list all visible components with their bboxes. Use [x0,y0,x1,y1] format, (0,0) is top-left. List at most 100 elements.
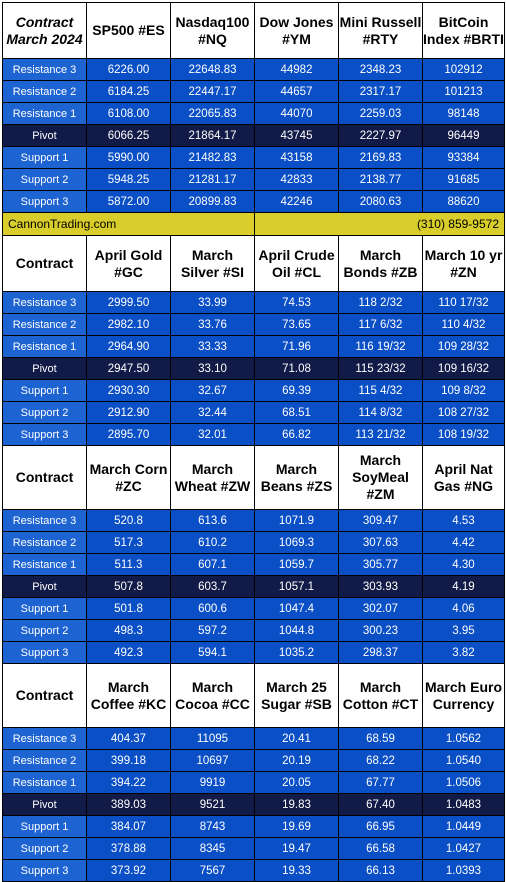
level-row: Support 2 378.88 8345 19.47 66.58 1.0427 [2,837,505,860]
level-label: Support 2 [2,619,87,642]
level-value: 501.8 [86,597,171,620]
level-value: 110 4/32 [422,313,505,336]
level-row: Support 2 498.3 597.2 1044.8 300.23 3.95 [2,619,505,642]
level-value: 115 23/32 [338,357,423,380]
level-value: 11095 [170,727,255,750]
level-row: Support 3 373.92 7567 19.33 66.13 1.0393 [2,859,505,882]
level-row: Resistance 1 394.22 9919 20.05 67.77 1.0506 [2,771,505,794]
pivot-row: Pivot 6066.25 21864.17 43745 2227.97 96449 [2,124,505,147]
level-value: 1.0393 [422,859,505,882]
level-value: 118 2/32 [338,291,423,314]
level-value: 1.0506 [422,771,505,794]
level-label: Support 1 [2,146,87,169]
level-value: 309.47 [338,509,423,532]
level-value: 69.39 [254,379,339,402]
instrument-header-ym: Dow Jones #YM [254,2,339,59]
level-value: 113 21/32 [338,423,423,446]
level-value: 1059.7 [254,553,339,576]
level-row: Resistance 1 6108.00 22065.83 44070 2259.03 9… [2,102,505,125]
level-value: 1044.8 [254,619,339,642]
level-value: 21482.83 [170,146,255,169]
level-value: 5948.25 [86,168,171,191]
level-value: 66.95 [338,815,423,838]
level-value: 511.3 [86,553,171,576]
level-value: 5872.00 [86,190,171,213]
level-row: Resistance 1 2964.90 33.33 71.96 116 19/32 10… [2,335,505,358]
level-value: 607.1 [170,553,255,576]
level-value: 73.65 [254,313,339,336]
level-row: Support 3 2895.70 32.01 66.82 113 21/32 108 1… [2,423,505,446]
level-value: 67.40 [338,793,423,816]
level-value: 98148 [422,102,505,125]
level-value: 389.03 [86,793,171,816]
pivot-row: Pivot 389.03 9521 19.83 67.40 1.0483 [2,793,505,816]
level-label: Resistance 1 [2,771,87,794]
level-value: 2895.70 [86,423,171,446]
level-value: 2138.77 [338,168,423,191]
level-value: 19.33 [254,859,339,882]
level-label: Resistance 3 [2,727,87,750]
level-row: Resistance 3 404.37 11095 20.41 68.59 1.0562 [2,727,505,750]
level-row: Support 1 384.07 8743 19.69 66.95 1.0449 [2,815,505,838]
level-value: 302.07 [338,597,423,620]
level-label: Support 3 [2,423,87,446]
instrument-header-zs: March Beans #ZS [254,445,339,510]
level-value: 32.01 [170,423,255,446]
level-value: 66.82 [254,423,339,446]
level-label: Resistance 3 [2,509,87,532]
instrument-header-sb: March 25 Sugar #SB [254,663,339,728]
level-value: 20899.83 [170,190,255,213]
level-label: Resistance 2 [2,531,87,554]
level-value: 594.1 [170,641,255,664]
level-value: 33.33 [170,335,255,358]
level-value: 9521 [170,793,255,816]
level-label: Support 3 [2,641,87,664]
level-value: 1.0562 [422,727,505,750]
level-value: 91685 [422,168,505,191]
level-value: 33.76 [170,313,255,336]
level-value: 1.0540 [422,749,505,772]
level-value: 7567 [170,859,255,882]
level-value: 110 17/32 [422,291,505,314]
level-value: 32.67 [170,379,255,402]
level-value: 68.22 [338,749,423,772]
level-value: 20.41 [254,727,339,750]
section-header-row: Contract March 2024 SP500 #ES Nasdaq100 #N… [2,2,505,59]
contract-column-header: Contract March 2024 [2,2,87,59]
level-value: 6108.00 [86,102,171,125]
level-row: Support 2 2912.90 32.44 68.51 114 8/32 108 27… [2,401,505,424]
level-value: 22065.83 [170,102,255,125]
level-label: Pivot [2,793,87,816]
instrument-header-zc: March Corn #ZC [86,445,171,510]
level-value: 1057.1 [254,575,339,598]
level-row: Resistance 3 6226.00 22648.83 44982 2348.23 1… [2,58,505,81]
level-value: 66.13 [338,859,423,882]
instrument-header-euro: March Euro Currency [422,663,505,728]
level-value: 44982 [254,58,339,81]
instrument-header-ct: March Cotton #CT [338,663,423,728]
level-value: 498.3 [86,619,171,642]
level-value: 2947.50 [86,357,171,380]
level-label: Support 1 [2,597,87,620]
level-row: Resistance 1 511.3 607.1 1059.7 305.77 4.30 [2,553,505,576]
level-value: 109 8/32 [422,379,505,402]
level-value: 1047.4 [254,597,339,620]
level-value: 6226.00 [86,58,171,81]
level-value: 19.69 [254,815,339,838]
level-value: 33.99 [170,291,255,314]
level-row: Support 2 5948.25 21281.17 42833 2138.77 9168… [2,168,505,191]
instrument-header-cl: April Crude Oil #CL [254,235,339,292]
level-value: 109 28/32 [422,335,505,358]
pivot-row: Pivot 2947.50 33.10 71.08 115 23/32 109 16/32 [2,357,505,380]
level-row: Support 3 492.3 594.1 1035.2 298.37 3.82 [2,641,505,664]
level-row: Support 1 2930.30 32.67 69.39 115 4/32 109 8/… [2,379,505,402]
level-value: 2227.97 [338,124,423,147]
level-label: Resistance 2 [2,749,87,772]
level-label: Support 3 [2,190,87,213]
level-value: 108 19/32 [422,423,505,446]
level-value: 2317.17 [338,80,423,103]
section-header-row: Contract March Corn #ZC March Wheat #ZW Mar… [2,445,505,510]
brand-site-link[interactable]: CannonTrading.com [2,212,255,236]
level-value: 597.2 [170,619,255,642]
level-value: 114 8/32 [338,401,423,424]
